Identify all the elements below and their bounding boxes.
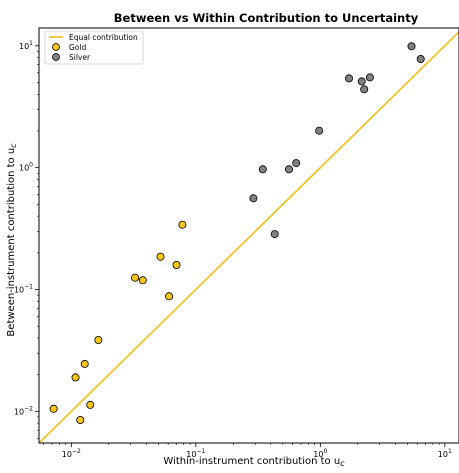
legend-box [44,30,144,65]
x-tick-label-1: 10−1 [186,448,205,459]
legend-label-equal: Equal contribution [69,33,138,42]
point-silver-5 [315,126,324,135]
point-gold-7 [138,276,147,285]
legend: Equal contribution Gold Silver [44,30,144,65]
x-tick-label-0: 10−2 [62,448,81,459]
y-axis-label: Between-instrument contribution to uc [6,143,18,337]
x-tick-label-3: 101 [438,448,452,459]
equal-contribution-line [39,31,459,443]
point-silver-4 [292,159,301,168]
point-gold-1 [71,373,80,382]
point-silver-9 [365,73,374,82]
axis-ticks: 10−2 10−1 100 101 10−2 10−1 100 101 [14,40,452,459]
point-silver-6 [344,74,353,83]
x-tick-label-2: 100 [313,448,327,459]
point-silver-7 [357,77,366,86]
series-silver [249,42,425,239]
legend-marker-silver [52,53,60,61]
point-gold-2 [76,415,85,424]
point-gold-9 [165,292,174,301]
legend-label-gold: Gold [69,43,86,52]
point-silver-10 [407,42,416,51]
point-silver-2 [270,230,279,239]
plot-frame [38,27,459,444]
y-tick-label-2: 100 [19,162,33,173]
point-gold-3 [80,359,89,368]
y-tick-label-1: 10−1 [14,284,33,295]
point-silver-3 [284,165,293,174]
point-gold-10 [172,260,181,269]
point-gold-6 [131,273,140,282]
point-gold-4 [86,400,95,409]
point-silver-8 [360,85,369,94]
point-gold-8 [156,252,165,261]
point-gold-5 [94,335,103,344]
series-gold [49,220,187,424]
legend-label-silver: Silver [69,53,91,62]
y-tick-label-0: 10−2 [14,405,33,416]
plot-area [39,31,459,443]
point-gold-0 [49,404,58,413]
legend-marker-gold [52,43,60,51]
point-silver-1 [258,165,267,174]
y-tick-label-3: 101 [19,40,33,51]
point-silver-0 [249,194,258,203]
chart-title: Between vs Within Contribution to Uncert… [114,11,419,25]
x-axis-label: Within-instrument contribution to uc [163,456,345,468]
point-gold-11 [178,220,187,229]
point-silver-11 [416,55,425,64]
